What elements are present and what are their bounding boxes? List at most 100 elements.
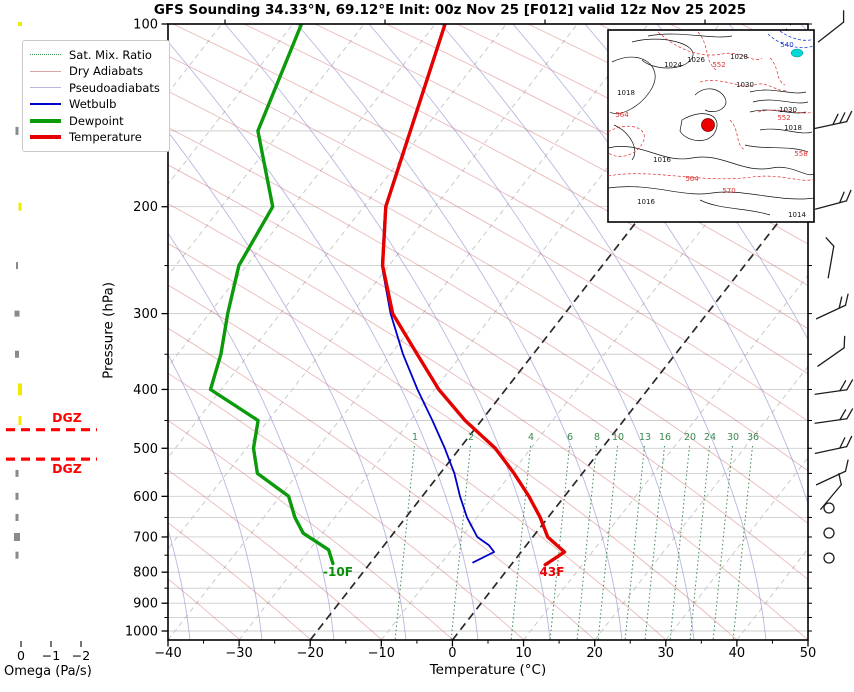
legend: Sat. Mix. Ratio Dry Adiabats Pseudoadiabat… [22, 40, 170, 152]
pressure-tick-label: 400 [133, 383, 158, 398]
inset-map-contour-label: 552 [712, 61, 725, 69]
pressure-tick-label: 900 [133, 597, 158, 612]
inset-map-contour-label: 558 [794, 150, 807, 158]
mixing-ratio-value-label: 24 [704, 432, 716, 443]
legend-item-label: Dry Adiabats [69, 64, 144, 78]
pressure-tick-label: 700 [133, 530, 158, 545]
omega-bar [15, 469, 19, 477]
pressure-tick-label: 200 [133, 200, 158, 215]
inset-map-contour-label: 1028 [730, 53, 748, 61]
chart-title: GFS Sounding 34.33°N, 69.12°E Init: 00z … [153, 2, 747, 18]
dgz-lines [6, 428, 97, 461]
pressure-axis-label: Pressure (hPa) [100, 282, 117, 379]
pressure-tick-label: 1000 [125, 625, 158, 640]
omega-bar [15, 513, 19, 521]
temperature-tick-label: 30 [658, 646, 675, 661]
mixing-ratio-value-label: 8 [594, 432, 600, 443]
inset-map-contour-label: 1026 [687, 56, 705, 64]
pressure-tick-label: 600 [133, 490, 158, 505]
omega-tick-label: −2 [72, 648, 90, 663]
temperature-tick-label: 0 [448, 646, 456, 661]
pressure-tick-label: 800 [133, 566, 158, 581]
omega-bar [15, 492, 19, 500]
legend-item-label: Dewpoint [69, 113, 124, 128]
legend-item-label: Wetbulb [69, 97, 117, 111]
mixing-ratio-value-label: 4 [528, 432, 534, 443]
omega-bar [15, 350, 19, 358]
mixing-ratio-value-label: 20 [684, 432, 696, 443]
wind-barb [814, 408, 854, 424]
wind-barb [817, 335, 846, 367]
temperature-tick-label: 10 [515, 646, 532, 661]
legend-item: Wetbulb [30, 97, 160, 111]
mixing-ratio-value-label: 6 [567, 432, 573, 443]
temperature-tick-label: −30 [225, 646, 252, 661]
wind-barb [814, 379, 854, 395]
legend-item: Dry Adiabats [30, 64, 160, 78]
surface-temperature-label: 43F [539, 565, 565, 579]
wind-barb [825, 237, 835, 279]
dry-legend-swatch [30, 70, 61, 72]
pressure-tick-label: 300 [133, 307, 158, 322]
wetbulb-legend-swatch [30, 103, 61, 105]
mixing-ratio-lines [394, 445, 753, 640]
sounding-location-dot [701, 118, 715, 132]
omega-tick-label: −1 [42, 648, 60, 663]
mixing-ratio-labels: 1 2 4 6 8 10 13 16 20 24 30 36 [412, 432, 759, 443]
wind-barb [815, 459, 849, 486]
mixing-ratio-value-label: 13 [639, 432, 651, 443]
inset-map-contour-label: 552 [777, 114, 790, 122]
omega-bar [18, 22, 22, 26]
mixing-ratio-value-label: 36 [747, 432, 759, 443]
inset-map-contour-label: 1014 [788, 211, 806, 219]
inset-map-contour-label: 570 [722, 187, 735, 195]
inset-map-contour-label: 1016 [637, 198, 655, 206]
pressure-tick-label: 500 [133, 442, 158, 457]
temperature-line [380, 24, 567, 567]
calm-wind-circle [823, 527, 835, 539]
inset-map-contour-label: 1018 [617, 89, 635, 97]
wind-barb [814, 189, 852, 210]
temperature-tick-label: −10 [368, 646, 395, 661]
legend-item-label: Pseudoadiabats [69, 80, 160, 95]
mixing-ratio-value-label: 10 [612, 432, 624, 443]
omega-bar [18, 383, 22, 396]
omega-axis-label: Omega (Pa/s) [4, 664, 92, 679]
omega-bar [14, 310, 20, 317]
mixing-ratio-value-label: 16 [659, 432, 671, 443]
temperature-axis-label: Temperature (°C) [429, 662, 547, 678]
wind-barbs [814, 10, 854, 564]
legend-item-label: Temperature [69, 130, 142, 144]
inset-map-contour-label: 540 [780, 41, 793, 49]
wind-barb [817, 10, 845, 43]
omega-axis: 0 −1 −2 [17, 641, 90, 663]
mixratio-legend-swatch [30, 54, 61, 55]
inset-map-contour-label: 564 [615, 111, 629, 119]
inset-map-contour-label: 564 [685, 175, 699, 183]
inset-map-contour-label: 1018 [784, 124, 802, 132]
temperature-legend-swatch [30, 135, 61, 139]
inset-map-contour-label: 1030 [736, 81, 754, 89]
legend-item: Pseudoadiabats [30, 81, 160, 95]
mixing-ratio-value-label: 2 [468, 432, 474, 443]
temperature-tick-label: 50 [800, 646, 817, 661]
legend-item: Dewpoint [30, 114, 160, 128]
pressure-tick-label: 100 [133, 18, 158, 33]
omega-bar [18, 416, 22, 425]
inset-map-contour-label: 1016 [653, 156, 671, 164]
legend-item-label: Sat. Mix. Ratio [69, 47, 152, 62]
surface-dewpoint-label: -10F [323, 565, 353, 579]
dgz-lower-label: DGZ [52, 461, 82, 476]
temperature-tick-label: −40 [154, 646, 181, 661]
dewpoint-line [208, 24, 335, 566]
dgz-upper-label: DGZ [52, 410, 82, 425]
pseudo-legend-swatch [30, 87, 61, 88]
wind-barb [815, 293, 849, 320]
temperature-tick-label: −20 [297, 646, 324, 661]
inset-map-contour-label: 1024 [664, 61, 682, 69]
inset-map: 1018102410265521028103054055210301018564… [607, 29, 815, 223]
mixing-ratio-value-label: 30 [727, 432, 739, 443]
inset-map-contour-label: 1030 [779, 106, 797, 114]
